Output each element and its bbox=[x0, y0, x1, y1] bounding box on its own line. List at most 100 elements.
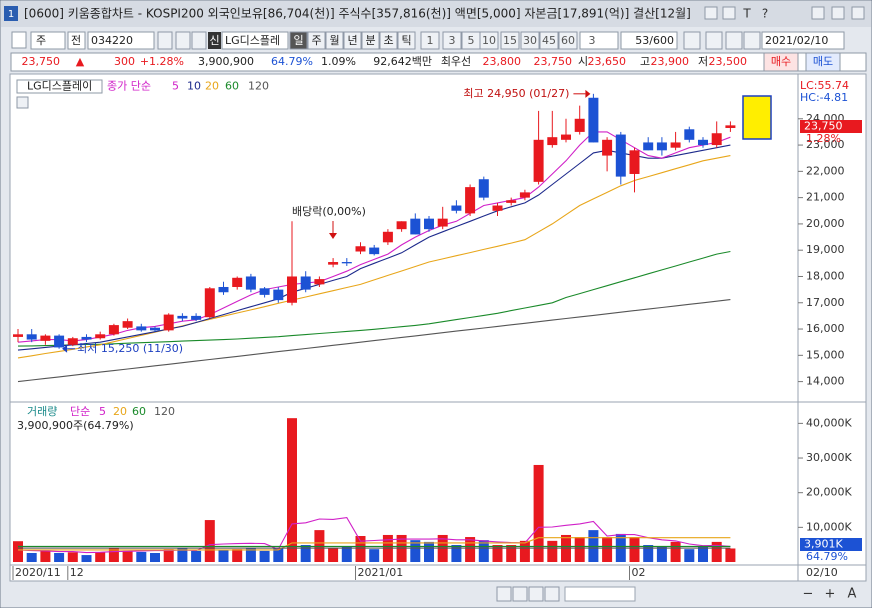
tool-button[interactable] bbox=[175, 31, 191, 50]
volume-bar bbox=[177, 548, 188, 562]
cursor-date: 02/10 bbox=[806, 566, 838, 579]
volume-bar bbox=[656, 546, 667, 562]
candle-body bbox=[273, 289, 284, 301]
quote-volume-ratio: 64.79% bbox=[271, 55, 313, 68]
interval-button[interactable] bbox=[500, 31, 520, 50]
tool-button[interactable] bbox=[683, 31, 701, 50]
legend-entry: 5 bbox=[172, 80, 179, 93]
tool-button[interactable] bbox=[725, 31, 743, 50]
count-field[interactable] bbox=[620, 31, 678, 50]
legend-prefix: 종가 단순 bbox=[107, 80, 151, 93]
title-button[interactable] bbox=[722, 6, 736, 20]
quote-volume: 3,900,900 bbox=[198, 55, 254, 68]
range: 전 bbox=[71, 34, 81, 47]
name-field[interactable] bbox=[221, 31, 289, 50]
candle-body bbox=[95, 334, 106, 339]
period-label: 년 bbox=[347, 34, 357, 47]
candle-body bbox=[245, 276, 256, 290]
candle-body bbox=[108, 325, 119, 335]
volume-bar bbox=[300, 545, 311, 562]
volume-bar bbox=[108, 548, 119, 562]
candle-body bbox=[519, 192, 530, 198]
candle-body bbox=[547, 137, 558, 146]
market: 주 bbox=[36, 34, 46, 47]
y-tick-label: 21,000 bbox=[806, 191, 845, 204]
volume-bar bbox=[259, 550, 270, 562]
volume-bar bbox=[492, 545, 503, 562]
title-button[interactable] bbox=[831, 6, 845, 20]
period-button[interactable] bbox=[379, 31, 398, 50]
candle-body bbox=[451, 205, 462, 211]
volume-tag bbox=[800, 538, 862, 551]
quote-ask: 23,800 bbox=[483, 55, 522, 68]
dividend-arrowhead bbox=[329, 233, 337, 239]
toolbar-icon[interactable] bbox=[11, 31, 27, 49]
quote-low: 23,500 bbox=[709, 55, 748, 68]
interval-button[interactable] bbox=[520, 31, 540, 50]
tool-button[interactable] bbox=[191, 31, 207, 50]
volume-bar bbox=[506, 545, 517, 562]
range-button[interactable] bbox=[67, 31, 86, 50]
highlight-box[interactable] bbox=[742, 95, 772, 140]
volume-bar bbox=[245, 548, 256, 562]
volume-legend-entry: 60 bbox=[132, 405, 146, 418]
scroll-button[interactable] bbox=[544, 586, 560, 602]
scroll-button[interactable] bbox=[528, 586, 544, 602]
ma-line bbox=[17, 517, 731, 554]
y-tick-label: 18,000 bbox=[806, 269, 845, 282]
tool-button[interactable] bbox=[743, 31, 761, 50]
interval-button[interactable] bbox=[539, 31, 559, 50]
x-tick-label: 2021/01 bbox=[358, 566, 404, 579]
sell-label: 매도 bbox=[813, 55, 833, 68]
tool-button[interactable] bbox=[157, 31, 173, 50]
volume-bar bbox=[478, 540, 489, 562]
stock-code: 034220 bbox=[91, 34, 133, 47]
date: 2021/02/10 bbox=[765, 34, 828, 47]
date-field[interactable] bbox=[761, 31, 845, 50]
candle-body bbox=[382, 231, 393, 243]
buy-button[interactable] bbox=[763, 52, 799, 72]
candle-body bbox=[492, 205, 503, 211]
title-button[interactable] bbox=[704, 6, 718, 20]
period-button[interactable] bbox=[343, 31, 362, 50]
volume-bar bbox=[684, 549, 695, 562]
scroll-button[interactable] bbox=[512, 586, 528, 602]
multiplier-select[interactable] bbox=[579, 31, 619, 50]
quote-best-label: 최우선 bbox=[441, 55, 471, 68]
interval-label: 60 bbox=[561, 34, 575, 47]
ma-line bbox=[17, 250, 731, 347]
interval-button[interactable] bbox=[479, 31, 499, 50]
title-button[interactable] bbox=[811, 6, 825, 20]
y-tick-label: 10,000K bbox=[806, 520, 852, 533]
market-select[interactable] bbox=[30, 31, 66, 50]
period-label: 분 bbox=[365, 34, 375, 47]
candle-body bbox=[287, 276, 297, 303]
interval-button[interactable] bbox=[420, 31, 440, 50]
candle-body bbox=[698, 139, 708, 146]
sell-button[interactable] bbox=[805, 52, 841, 72]
grid-toggle[interactable] bbox=[16, 96, 29, 109]
period-button[interactable] bbox=[361, 31, 380, 50]
period-button[interactable] bbox=[325, 31, 344, 50]
volume-bar bbox=[725, 548, 736, 562]
period-button[interactable] bbox=[307, 31, 326, 50]
high-arrowhead bbox=[585, 89, 591, 98]
hc-label: HC:-4.81 bbox=[800, 91, 848, 104]
interval-button[interactable] bbox=[558, 31, 578, 50]
candle-body bbox=[588, 97, 599, 143]
title-button[interactable] bbox=[851, 6, 865, 20]
quote-high-label: 고 bbox=[640, 55, 650, 68]
scroll-button[interactable] bbox=[496, 586, 512, 602]
code-input[interactable] bbox=[87, 31, 155, 50]
tool-button[interactable] bbox=[705, 31, 723, 50]
stock-name: LG디스플레 bbox=[225, 34, 280, 47]
period-button[interactable] bbox=[289, 31, 308, 50]
volume-value-label: 3,900,900주(64.79%) bbox=[17, 419, 134, 432]
candle-body bbox=[177, 315, 188, 319]
scroll-track[interactable] bbox=[564, 586, 636, 602]
name-badge-text: 신 bbox=[209, 34, 219, 47]
interval-button[interactable] bbox=[442, 31, 462, 50]
volume-legend-title: 거래량 bbox=[27, 405, 57, 418]
period-button[interactable] bbox=[397, 31, 416, 50]
